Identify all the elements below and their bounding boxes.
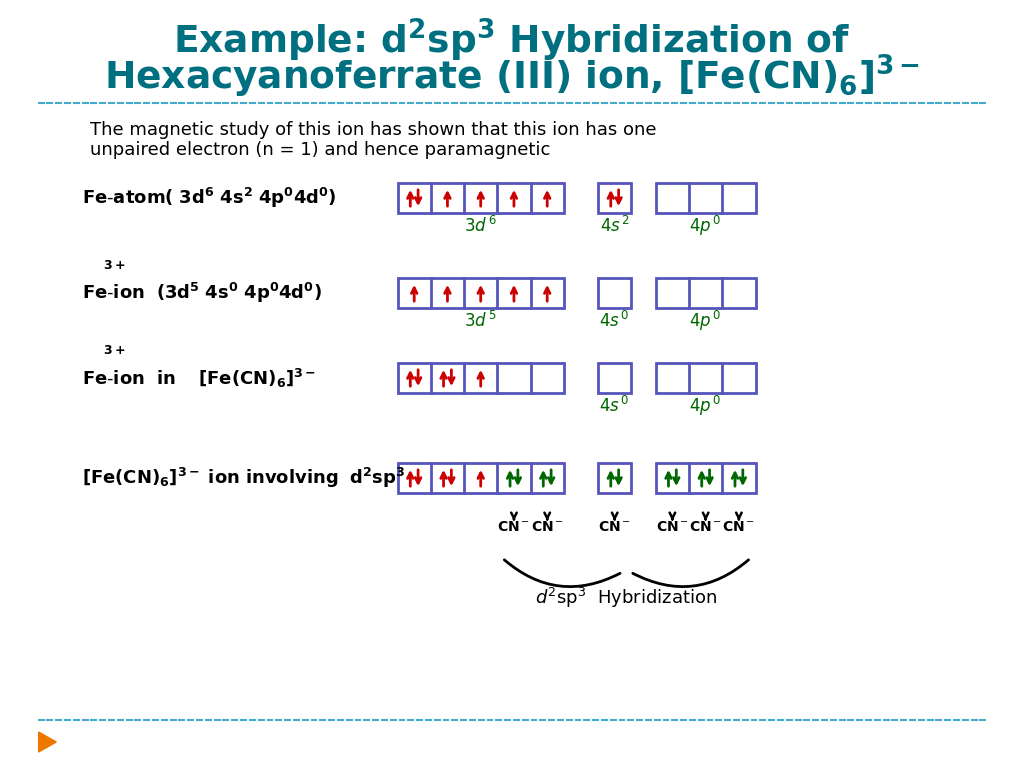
Text: $\mathbf{3+}$: $\mathbf{3+}$ xyxy=(102,259,125,272)
Bar xyxy=(598,278,632,308)
Text: $d^2$sp$^3$  Hybridization: $d^2$sp$^3$ Hybridization xyxy=(536,586,718,610)
Bar xyxy=(397,363,564,393)
Bar xyxy=(397,463,564,493)
Text: $4p^{\,0}$: $4p^{\,0}$ xyxy=(689,394,722,418)
Bar xyxy=(598,463,632,493)
Bar xyxy=(655,463,756,493)
Text: $\mathbf{3+}$: $\mathbf{3+}$ xyxy=(102,344,125,357)
Text: CN$^-$: CN$^-$ xyxy=(498,520,530,534)
Text: CN$^-$: CN$^-$ xyxy=(656,520,689,534)
Text: $\mathbf{Fe\text{-}atom(\ 3d^6\ 4s^2\ 4p^04d^0)}$: $\mathbf{Fe\text{-}atom(\ 3d^6\ 4s^2\ 4p… xyxy=(82,186,336,210)
Polygon shape xyxy=(39,732,56,752)
Text: $\mathbf{Fe\text{-}ion\ \ in\ \ \ \ [Fe(CN)_6]^{3-}}$: $\mathbf{Fe\text{-}ion\ \ in\ \ \ \ [Fe(… xyxy=(82,366,315,389)
Bar xyxy=(655,363,756,393)
Text: $\mathbf{[Fe(CN)_6]^{3-}\ ion\ involving\ \ d^2sp^3}$: $\mathbf{[Fe(CN)_6]^{3-}\ ion\ involving… xyxy=(82,466,406,490)
Text: CN$^-$: CN$^-$ xyxy=(689,520,722,534)
Text: $4s^{\,0}$: $4s^{\,0}$ xyxy=(599,311,630,331)
Text: $4p^{\,0}$: $4p^{\,0}$ xyxy=(689,309,722,333)
Bar xyxy=(598,363,632,393)
Text: $4s^{\,0}$: $4s^{\,0}$ xyxy=(599,396,630,416)
Text: $4s^{\,2}$: $4s^{\,2}$ xyxy=(600,216,630,236)
Bar xyxy=(397,183,564,213)
Text: CN$^-$: CN$^-$ xyxy=(722,520,756,534)
Text: Hexacyanoferrate (III) ion, $\mathbf{[Fe(CN)_6]^{3-}}$: Hexacyanoferrate (III) ion, $\mathbf{[Fe… xyxy=(103,52,921,100)
Text: $3d^{\,5}$: $3d^{\,5}$ xyxy=(464,311,497,331)
Text: The magnetic study of this ion has shown that this ion has one: The magnetic study of this ion has shown… xyxy=(89,121,656,139)
Text: $\mathbf{Fe\text{-}ion\ \ (3d^5\ 4s^0\ 4p^04d^0)}$: $\mathbf{Fe\text{-}ion\ \ (3d^5\ 4s^0\ 4… xyxy=(82,281,322,305)
Text: CN$^-$: CN$^-$ xyxy=(530,520,563,534)
Text: CN$^-$: CN$^-$ xyxy=(598,520,631,534)
Bar xyxy=(655,278,756,308)
Bar xyxy=(655,183,756,213)
Text: unpaired electron (n = 1) and hence paramagnetic: unpaired electron (n = 1) and hence para… xyxy=(89,141,550,159)
Text: Example: $\mathbf{d^2sp^3}$ Hybridization of: Example: $\mathbf{d^2sp^3}$ Hybridizatio… xyxy=(173,16,851,64)
Text: $3d^{\,6}$: $3d^{\,6}$ xyxy=(464,216,498,236)
Bar xyxy=(397,278,564,308)
Text: $4p^{\,0}$: $4p^{\,0}$ xyxy=(689,214,722,238)
Bar xyxy=(598,183,632,213)
